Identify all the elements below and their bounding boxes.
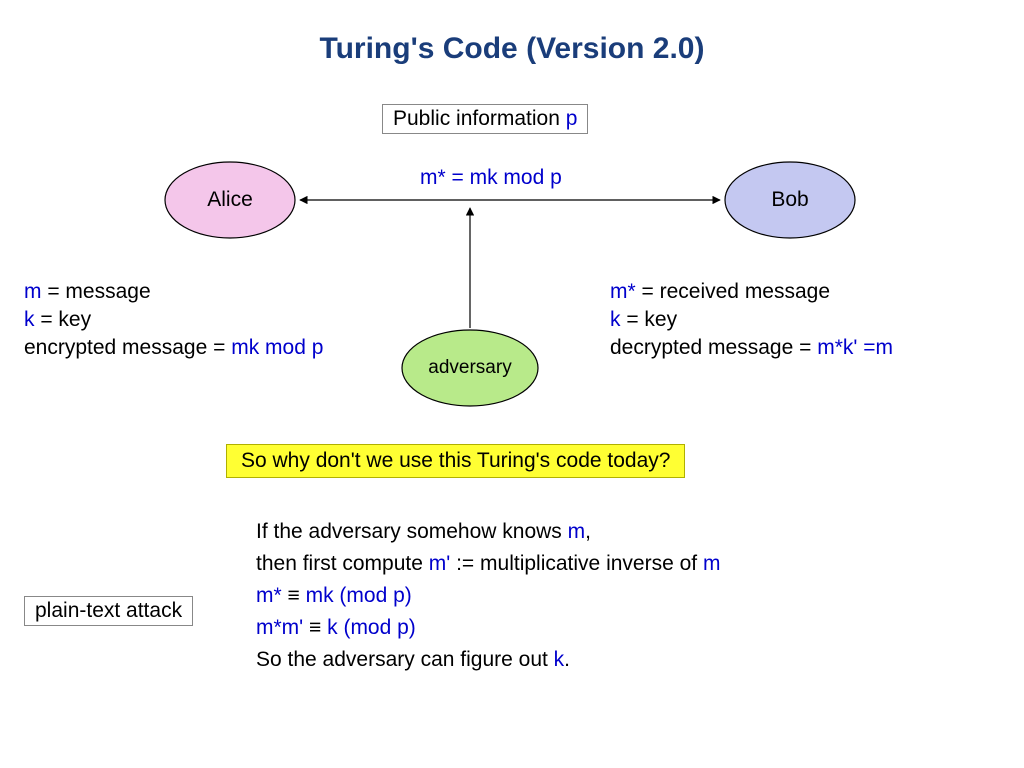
bob-side-text: m* = received messagek = keydecrypted me… [610,278,893,362]
public-info-box: Public information p [382,104,588,134]
attack-label-box: plain-text attack [24,596,193,626]
node-bob-label: Bob [725,188,855,212]
alice-side-text: m = messagek = keyencrypted message = mk… [24,278,323,362]
explanation-block: If the adversary somehow knows m,then fi… [256,516,720,676]
public-info-prefix: Public information [393,107,566,130]
question-box: So why don't we use this Turing's code t… [226,444,685,478]
channel-formula: m* = mk mod p [420,166,562,190]
node-adversary-label: adversary [402,357,538,379]
node-alice-label: Alice [165,188,295,212]
public-info-var: p [566,107,578,130]
slide-title: Turing's Code (Version 2.0) [0,32,1024,66]
